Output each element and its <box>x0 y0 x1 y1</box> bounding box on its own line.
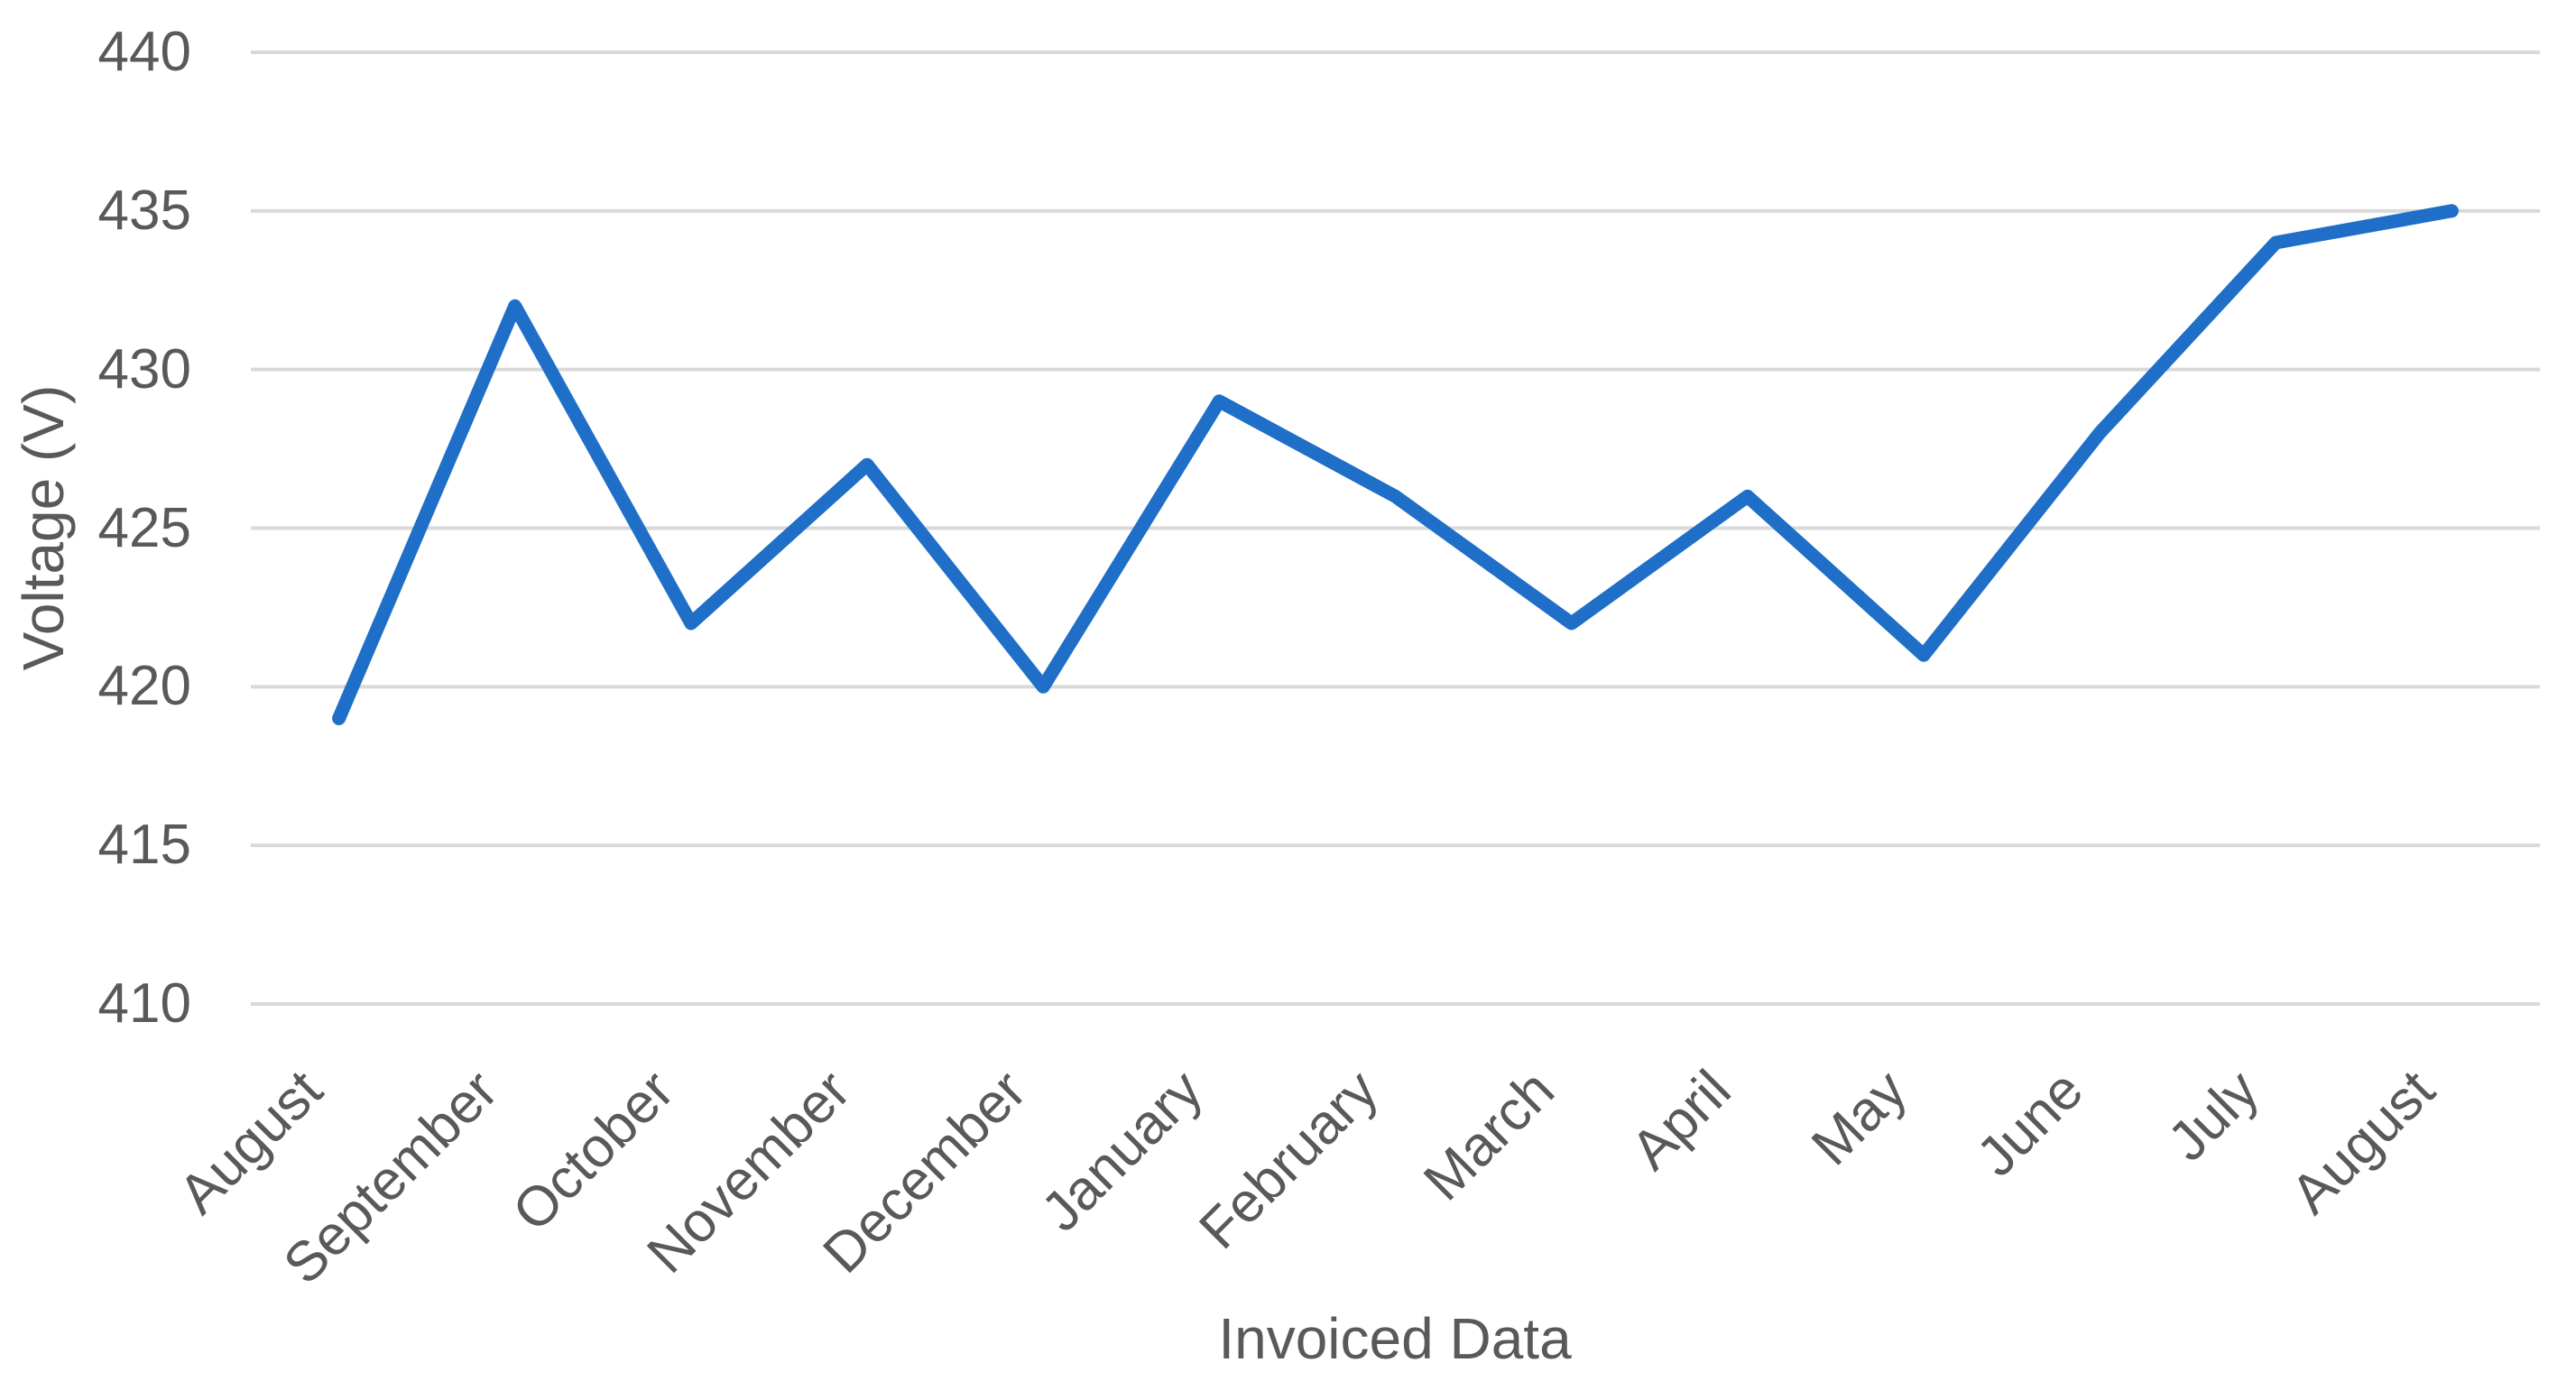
y-tick-label-440: 440 <box>97 21 191 83</box>
x-axis-title: Invoiced Data <box>1218 1306 1572 1371</box>
y-tick-label-415: 415 <box>97 814 191 877</box>
y-tick-label-430: 430 <box>97 337 191 400</box>
voltage-series-line <box>332 204 2459 725</box>
y-tick-label-420: 420 <box>97 655 191 718</box>
y-tick-label-435: 435 <box>97 179 191 242</box>
gridlines <box>251 51 2540 1006</box>
y-axis-title: Voltage (V) <box>11 384 76 671</box>
y-tick-label-410: 410 <box>97 972 191 1035</box>
y-tick-label-425: 425 <box>97 496 191 559</box>
